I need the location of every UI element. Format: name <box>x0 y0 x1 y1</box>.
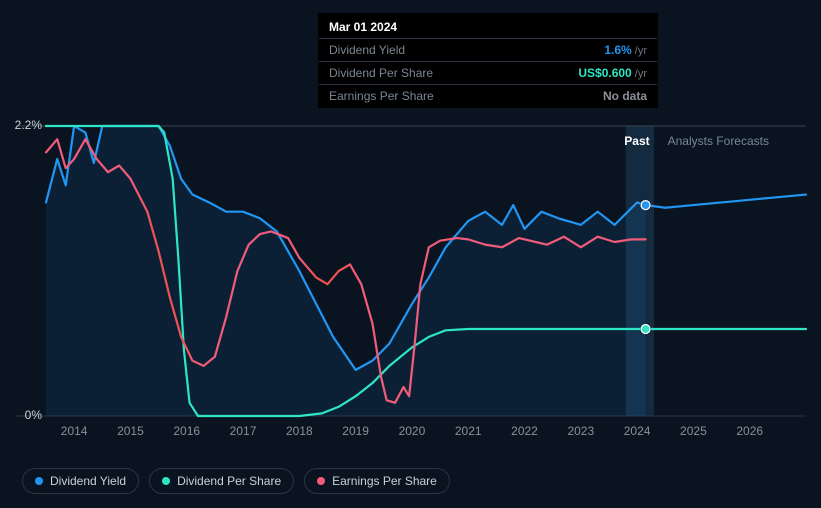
tooltip-label: Dividend Yield <box>329 43 405 57</box>
x-axis-label: 2020 <box>399 424 426 438</box>
legend-dot-icon <box>317 477 325 485</box>
legend-chip-label: Earnings Per Share <box>332 474 437 488</box>
legend-tab-past[interactable]: Past <box>624 134 649 148</box>
x-axis-label: 2025 <box>680 424 707 438</box>
tooltip-label: Dividend Per Share <box>329 66 433 80</box>
x-axis-label: 2021 <box>455 424 482 438</box>
legend-dot-icon <box>35 477 43 485</box>
y-axis-label: 0% <box>14 408 42 422</box>
x-axis-label: 2019 <box>342 424 369 438</box>
legend-chip-earnings-per-share[interactable]: Earnings Per Share <box>304 468 450 494</box>
tooltip-value: No data <box>603 89 647 103</box>
legend-chip-label: Dividend Yield <box>50 474 126 488</box>
x-axis-label: 2017 <box>230 424 257 438</box>
time-period-tabs: Past Analysts Forecasts <box>624 134 769 148</box>
tooltip-row: Dividend Per Share US$0.600 /yr <box>319 62 657 85</box>
tooltip-row: Dividend Yield 1.6% /yr <box>319 39 657 62</box>
x-axis-label: 2014 <box>61 424 88 438</box>
tooltip-value: 1.6% /yr <box>604 43 647 57</box>
x-axis-label: 2024 <box>624 424 651 438</box>
legend-chip-label: Dividend Per Share <box>177 474 281 488</box>
tooltip-value: US$0.600 /yr <box>578 66 647 80</box>
x-axis-label: 2022 <box>511 424 538 438</box>
x-axis-label: 2026 <box>736 424 763 438</box>
x-axis-label: 2023 <box>567 424 594 438</box>
x-axis-label: 2018 <box>286 424 313 438</box>
legend-chip-dividend-per-share[interactable]: Dividend Per Share <box>149 468 294 494</box>
x-axis-label: 2015 <box>117 424 144 438</box>
chart-container: Mar 01 2024 Dividend Yield1.6% /yrDivide… <box>0 0 821 508</box>
y-axis-label: 2.2% <box>14 118 42 132</box>
series-legend: Dividend Yield Dividend Per Share Earnings… <box>22 468 450 494</box>
legend-tab-analysts-forecasts[interactable]: Analysts Forecasts <box>668 134 769 148</box>
legend-dot-icon <box>162 477 170 485</box>
tooltip-date: Mar 01 2024 <box>319 14 657 39</box>
tooltip-row: Earnings Per Share No data <box>319 85 657 107</box>
hover-tooltip: Mar 01 2024 Dividend Yield1.6% /yrDivide… <box>318 13 658 108</box>
x-axis-label: 2016 <box>173 424 200 438</box>
legend-chip-dividend-yield[interactable]: Dividend Yield <box>22 468 139 494</box>
tooltip-label: Earnings Per Share <box>329 89 434 103</box>
